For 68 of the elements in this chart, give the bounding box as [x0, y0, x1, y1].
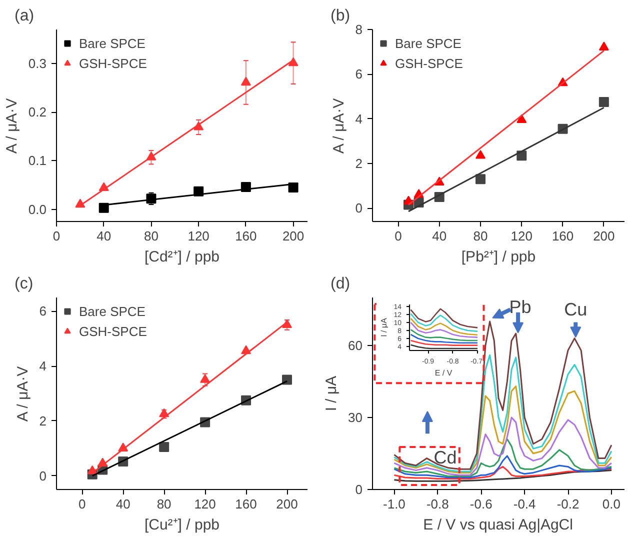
chart-title: (b) [330, 8, 350, 24]
line-series [410, 322, 478, 338]
legend-label: GSH-SPCE [395, 56, 463, 70]
x-tick-label: -0.8 [426, 496, 449, 512]
y-tick-label: 4 [39, 358, 47, 374]
line-series [410, 318, 478, 336]
y-tick-label: 0.3 [28, 56, 47, 72]
y-tick-label: 8 [355, 22, 363, 37]
x-tick-label: 80 [144, 228, 158, 244]
y-tick-label: 0 [355, 482, 363, 497]
annotation: Pb [509, 297, 532, 318]
annotation: Cd [434, 447, 457, 468]
y-tick-label: 60 [348, 338, 363, 353]
x-axis-title: [Cu²⁺] / ppb [144, 516, 220, 534]
y-tick-label: 6 [355, 66, 363, 82]
x-tick-label: 120 [188, 228, 210, 244]
y-tick-label: 6 [39, 304, 47, 319]
x-tick-label: -0.6 [470, 496, 492, 512]
chart-title: (d) [330, 276, 350, 292]
x-axis-title: [Cd²⁺] / ppb [144, 248, 220, 266]
y-axis-title: I / μA [323, 376, 340, 412]
x-tick-label: 0.0 [602, 496, 621, 512]
x-tick-label: 160 [235, 496, 257, 512]
x-tick-label: 200 [276, 496, 298, 512]
y-tick-label: 30 [348, 410, 363, 425]
x-axis-title: E / V [434, 368, 453, 378]
x-tick-label: 160 [552, 228, 574, 244]
chart-title: (a) [14, 8, 34, 24]
y-axis-title: A / μA·V [14, 366, 32, 422]
legend-label: GSH-SPCE [79, 56, 147, 70]
line-series [410, 313, 478, 332]
x-tick-label: 200 [282, 228, 304, 244]
annotation: Cu [564, 300, 588, 320]
x-tick-label: 80 [473, 228, 488, 244]
y-tick-label: 0.1 [28, 153, 47, 168]
x-tick-label: 160 [235, 228, 257, 244]
x-tick-label: 80 [156, 496, 172, 512]
y-tick-label: 0 [355, 200, 363, 216]
y-axis-title: A / μA·V [330, 98, 348, 154]
x-tick-label: 40 [432, 228, 447, 244]
line-series [410, 334, 478, 344]
x-tick-label: 200 [593, 228, 615, 244]
x-tick-label: 40 [96, 228, 112, 244]
x-axis-title: [Pb²⁺] / ppb [461, 248, 536, 266]
line-series [410, 329, 478, 342]
x-tick-label: -0.4 [513, 496, 536, 512]
x-axis-title: E / V vs quasi Ag|AgCl [423, 516, 573, 534]
legend-label: Bare SPCE [79, 304, 146, 318]
y-tick-label: 0.0 [28, 202, 47, 217]
y-tick-label: 0.2 [28, 104, 47, 120]
x-tick-label: 120 [194, 496, 216, 512]
chart-title: (c) [14, 276, 34, 292]
legend-label: GSH-SPCE [79, 324, 147, 338]
legend-label: Bare SPCE [79, 36, 146, 50]
x-tick-label: 0 [52, 228, 60, 244]
y-tick-label: 2 [39, 413, 47, 428]
y-axis-title: I / μA [380, 317, 389, 337]
x-tick-label: 0 [78, 496, 86, 512]
x-tick-label: -0.2 [556, 496, 580, 512]
x-tick-label: 120 [510, 228, 532, 244]
line-series [410, 308, 478, 328]
x-tick-label: 40 [116, 496, 130, 512]
y-tick-label: 2 [355, 156, 363, 171]
legend-label: Bare SPCE [395, 36, 462, 50]
y-axis-title: A / μA·V [3, 98, 20, 154]
y-tick-label: 4 [355, 111, 363, 126]
x-tick-label: -1.0 [383, 496, 406, 512]
y-tick-label: 0 [39, 468, 47, 484]
